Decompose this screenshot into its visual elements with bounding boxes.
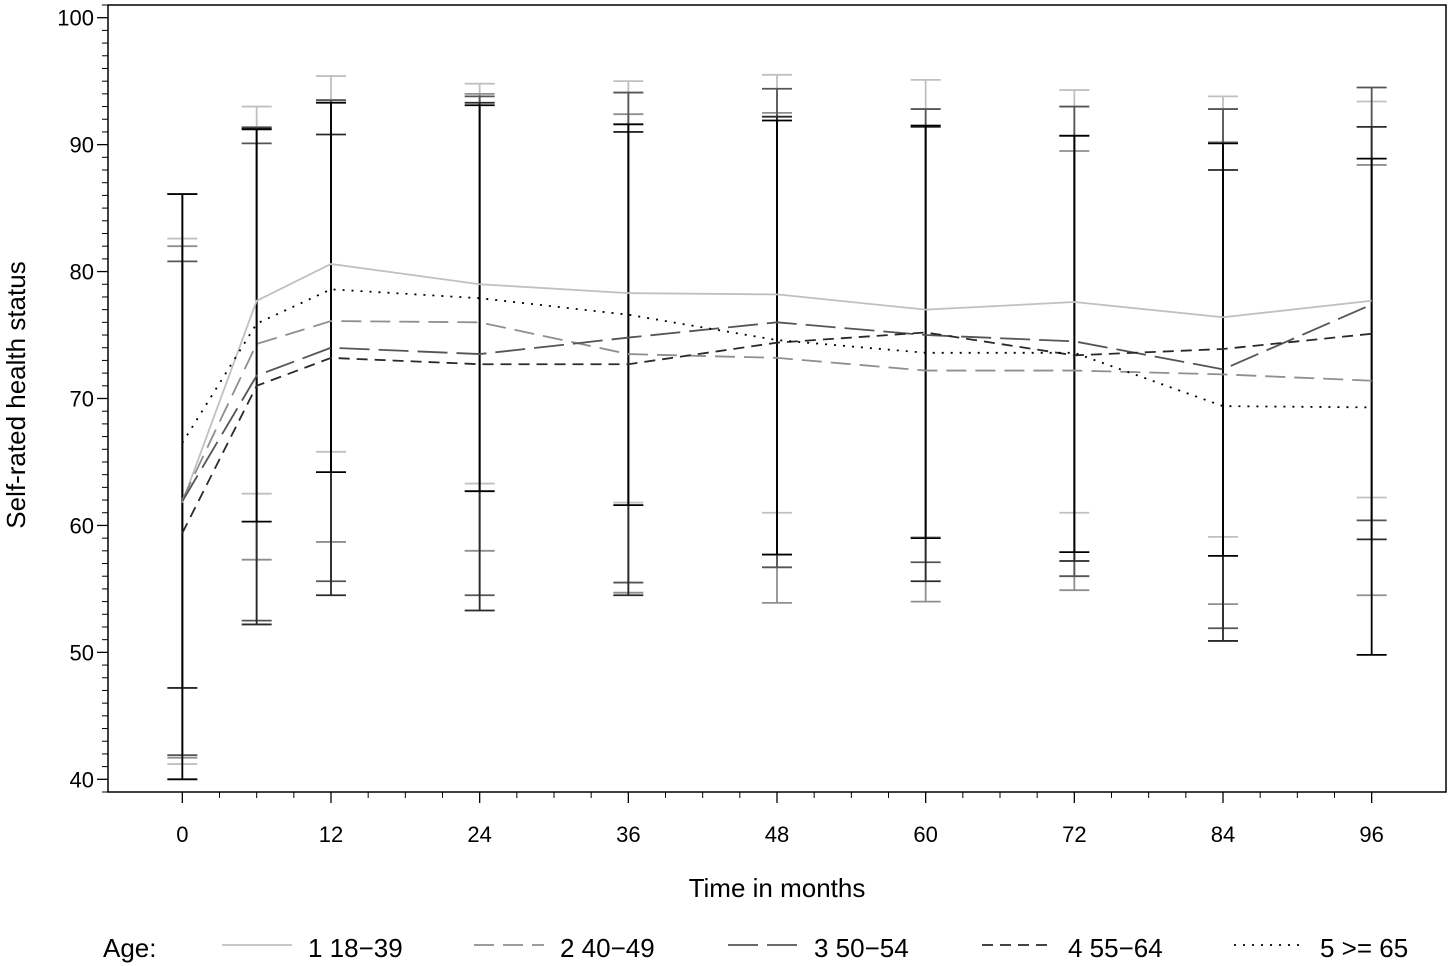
series-line-3	[181, 303, 1373, 502]
y-tick-label: 90	[70, 133, 94, 158]
legend-label-4: 4 55−64	[1068, 933, 1163, 963]
y-tick-label: 50	[70, 640, 94, 665]
x-tick-label: 48	[765, 822, 789, 847]
y-tick-label: 100	[57, 6, 94, 31]
x-tick-label: 60	[913, 822, 937, 847]
x-tick-label: 0	[176, 822, 188, 847]
legend-label-5: 5 >= 65	[1320, 933, 1408, 963]
legend-label-3: 3 50−54	[814, 933, 909, 963]
legend: 1 18−39 2 40−49 3 50−54 4 55−64 5 >= 65	[222, 933, 1408, 963]
legend-label-1: 1 18−39	[308, 933, 403, 963]
x-tick-label: 72	[1062, 822, 1086, 847]
x-axis-title: Time in months	[689, 873, 866, 903]
y-axis-title: Self-rated health status	[1, 261, 31, 528]
y-tick-label: 60	[70, 513, 94, 538]
x-tick-label: 24	[467, 822, 491, 847]
axes-layer: 0 12 24 36 48 60 72 84 96 40 50 60 70 80 90 100	[57, 4, 1447, 847]
series-line-5	[181, 288, 1372, 444]
y-tick-label: 70	[70, 387, 94, 412]
series-line-4	[181, 331, 1372, 534]
x-tick-label: 96	[1359, 822, 1383, 847]
plot-layer	[167, 73, 1387, 781]
x-tick-label: 12	[319, 822, 343, 847]
error-bars-series-5	[167, 101, 1387, 781]
legend-title: Age:	[103, 933, 157, 963]
x-tick-label: 36	[616, 822, 640, 847]
x-tick-label: 84	[1211, 822, 1235, 847]
legend-label-2: 2 40−49	[560, 933, 655, 963]
y-tick-label: 40	[70, 767, 94, 792]
series-line-2	[181, 320, 1372, 501]
y-tick-label: 80	[70, 260, 94, 285]
series-line-1	[181, 263, 1372, 503]
